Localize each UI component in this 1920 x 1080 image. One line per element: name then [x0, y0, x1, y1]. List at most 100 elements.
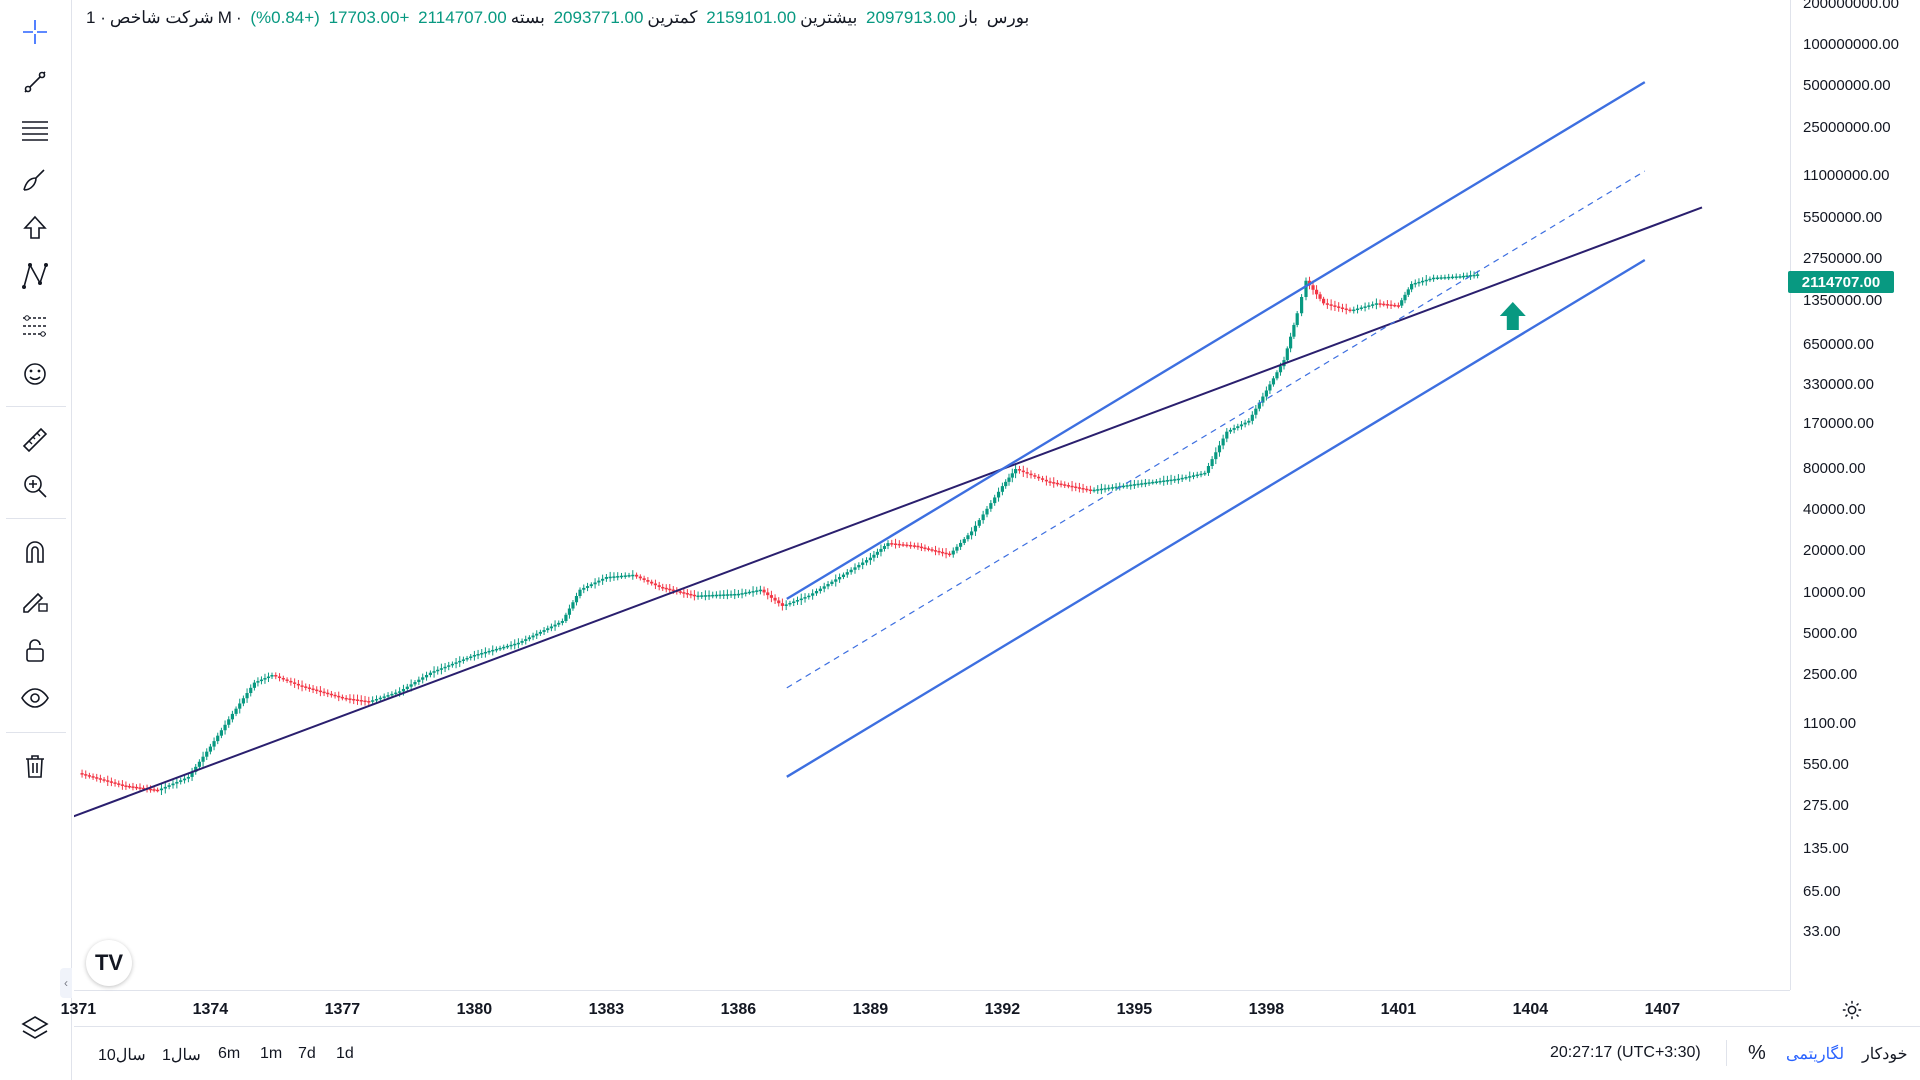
ruler-icon[interactable]: [14, 420, 56, 460]
bottom-bar: 10سال 1سال 6m 1m 7d 1d: [74, 1026, 1920, 1080]
time-tick-label: 1386: [720, 1001, 757, 1018]
candle-body: [249, 687, 253, 694]
candle-body: [1333, 305, 1337, 307]
candle-body: [989, 503, 993, 509]
candle-body: [773, 597, 777, 601]
candle-body: [333, 694, 337, 697]
candle-body: [409, 684, 413, 687]
legend-high-label: بیشترین: [800, 8, 858, 27]
candle-body: [766, 592, 770, 596]
candle-body: [1465, 275, 1469, 278]
candle-body: [962, 539, 966, 543]
clock-timezone[interactable]: 20:27:17 (UTC+3:30): [1550, 1044, 1701, 1061]
price-tick-label: 80000.00: [1803, 460, 1866, 478]
range-10y-button[interactable]: 10سال: [98, 1047, 146, 1064]
shape-icon[interactable]: [14, 208, 56, 248]
candle-body: [619, 575, 624, 578]
candle-body: [120, 784, 124, 786]
candle-body: [661, 586, 665, 589]
candle-body: [1066, 485, 1070, 487]
price-tick-label: 2750000.00: [1803, 249, 1883, 267]
range-1d-button[interactable]: 1d: [336, 1045, 354, 1062]
time-axis[interactable]: 1371 1374 1377 1380 1383 1386 1389 1392 1395 1398…: [61, 990, 1790, 1026]
candle-body: [1085, 488, 1089, 491]
candle-body: [1033, 475, 1037, 477]
candle-body: [1417, 281, 1421, 284]
candle-body: [758, 589, 762, 592]
range-6m-button[interactable]: 6m: [218, 1045, 241, 1062]
percent-scale-button[interactable]: %: [1748, 1042, 1766, 1064]
candle-body: [872, 554, 876, 558]
candle-body: [374, 698, 379, 701]
eye-icon[interactable]: [14, 678, 56, 718]
price-chart[interactable]: [74, 0, 1790, 990]
candle-body: [604, 577, 608, 579]
candle-body: [1268, 384, 1272, 391]
candle-body: [923, 547, 927, 550]
candle-body: [359, 700, 363, 702]
fib-icon[interactable]: [14, 110, 56, 150]
candle-body: [281, 677, 285, 680]
tradingview-logo[interactable]: TV: [86, 940, 132, 986]
candle-body: [1107, 487, 1111, 490]
zoom-in-icon[interactable]: [14, 466, 56, 506]
pattern-icon[interactable]: [14, 256, 56, 296]
candle-body: [919, 546, 924, 549]
crosshair-icon[interactable]: [14, 12, 56, 52]
candle-body: [944, 552, 948, 555]
candle-body: [1295, 313, 1299, 325]
candle-body: [1004, 481, 1008, 487]
forecast-icon[interactable]: [14, 306, 56, 346]
candle-body: [1048, 481, 1052, 483]
candle-body: [1121, 485, 1125, 488]
candle-body: [564, 614, 568, 622]
candle-body: [718, 594, 722, 597]
auto-scale-button[interactable]: خودکار: [1862, 1046, 1908, 1063]
range-1y-button[interactable]: 1سال: [162, 1047, 201, 1064]
candle-body: [1476, 274, 1480, 276]
candle-body: [1344, 308, 1348, 311]
candle-body: [502, 646, 506, 649]
trendline-icon[interactable]: [14, 62, 56, 102]
candle-body: [996, 491, 1001, 498]
legend-symbol[interactable]: شرکت شاخص: [109, 8, 214, 27]
candle-body: [1017, 469, 1022, 471]
candle-body: [304, 686, 308, 688]
legend-change: +17703.00: [328, 8, 410, 27]
candle-body: [318, 690, 322, 693]
lock-drawing-icon[interactable]: [14, 580, 56, 620]
candle-body: [1040, 478, 1045, 480]
candle-body: [1125, 485, 1129, 487]
candle-body: [1410, 283, 1414, 290]
candle-body: [270, 675, 274, 677]
candle-body: [520, 640, 524, 643]
layers-icon[interactable]: [14, 1008, 56, 1048]
emoji-icon[interactable]: [14, 354, 56, 394]
candle-body: [1000, 486, 1004, 492]
candle-body: [461, 659, 465, 661]
channel-lower-line: [786, 258, 1646, 778]
price-tick-label: 275.00: [1803, 797, 1849, 815]
candle-body: [549, 626, 553, 629]
log-scale-button[interactable]: لگاریتمی: [1786, 1046, 1845, 1063]
unlock-icon[interactable]: [14, 630, 56, 670]
settings-gear-icon[interactable]: [1838, 996, 1866, 1024]
collapse-toolbar-button[interactable]: ‹: [60, 968, 72, 998]
candle-body: [1435, 277, 1439, 280]
candle-body: [1225, 431, 1229, 439]
candle-body: [973, 525, 978, 532]
candle-body: [578, 589, 582, 596]
range-1m-button[interactable]: 1m: [260, 1045, 283, 1062]
legend-interval[interactable]: 1M: [86, 8, 232, 27]
price-axis[interactable]: 200000000.00 100000000.00 50000000.00 25000…: [1790, 0, 1920, 990]
candle-body: [212, 741, 216, 747]
magnet-icon[interactable]: [14, 532, 56, 572]
candle-body: [95, 777, 99, 779]
candle-body: [190, 771, 194, 777]
trash-icon[interactable]: [14, 746, 56, 786]
candle-body: [163, 786, 167, 789]
candle-body: [311, 688, 315, 691]
candle-body: [1428, 278, 1432, 281]
range-7d-button[interactable]: 7d: [298, 1045, 316, 1062]
brush-icon[interactable]: [14, 160, 56, 200]
